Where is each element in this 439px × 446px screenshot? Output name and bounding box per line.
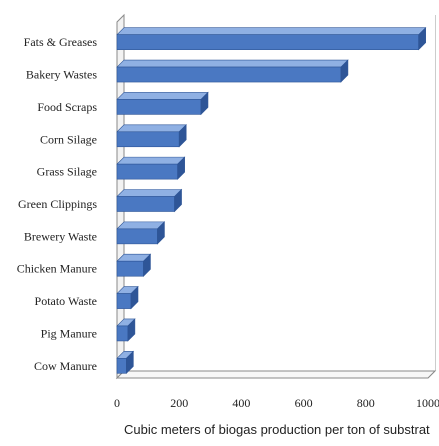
bar-top-face xyxy=(116,189,183,197)
category-label: Grass Silage xyxy=(37,165,97,179)
bar xyxy=(116,260,144,277)
x-tick-label: 0 xyxy=(114,396,120,410)
category-label: Corn Silage xyxy=(40,132,97,146)
bar-end-face xyxy=(157,221,165,245)
bar-end-face xyxy=(174,188,182,213)
bar-top-face xyxy=(116,221,166,230)
floor xyxy=(115,370,437,379)
x-tick-labels: 0 200 400 600 800 1000 xyxy=(114,396,439,410)
bar-top-face xyxy=(116,27,427,35)
category-label: Bakery Wastes xyxy=(26,68,97,82)
x-tick-label: 1000 xyxy=(416,396,439,410)
bar xyxy=(116,66,342,83)
bar xyxy=(116,34,419,50)
category-label: Cow Manure xyxy=(34,359,97,373)
bar-top-face xyxy=(116,59,349,68)
category-label: Food Scraps xyxy=(37,100,97,114)
category-labels: Fats & Greases Bakery Wastes Food Scraps Co… xyxy=(17,35,98,373)
x-axis-title: Cubic meters of biogas production per to… xyxy=(124,422,430,437)
bar-end-face xyxy=(177,156,185,180)
bar xyxy=(116,99,202,115)
category-label: Green Clippings xyxy=(18,197,97,211)
bars xyxy=(116,26,427,375)
bar-end-face xyxy=(143,253,151,277)
bar-end-face xyxy=(178,124,187,148)
bar xyxy=(116,228,158,245)
bar-end-face xyxy=(200,91,209,116)
bar xyxy=(116,325,129,342)
bar xyxy=(116,163,178,180)
bar-top-face xyxy=(116,92,209,100)
bar xyxy=(116,131,180,148)
category-label: Fats & Greases xyxy=(24,35,98,49)
bar-end-face xyxy=(130,285,139,310)
bar-end-face xyxy=(127,318,136,342)
x-tick-label: 400 xyxy=(232,396,250,410)
category-label: Chicken Manure xyxy=(17,262,97,276)
bar xyxy=(116,196,175,212)
bar-top-face xyxy=(116,156,186,165)
bar-end-face xyxy=(340,59,349,83)
bar-end-face xyxy=(418,26,426,51)
category-label: Potato Waste xyxy=(35,294,97,308)
category-label: Brewery Waste xyxy=(24,229,97,243)
bar xyxy=(116,358,127,374)
bar xyxy=(116,293,132,309)
bar-top-face xyxy=(116,124,187,133)
bar-end-face xyxy=(126,350,134,375)
x-tick-label: 600 xyxy=(295,396,313,410)
category-label: Pig Manure xyxy=(41,326,97,340)
x-tick-label: 200 xyxy=(170,396,188,410)
x-tick-label: 800 xyxy=(357,396,375,410)
